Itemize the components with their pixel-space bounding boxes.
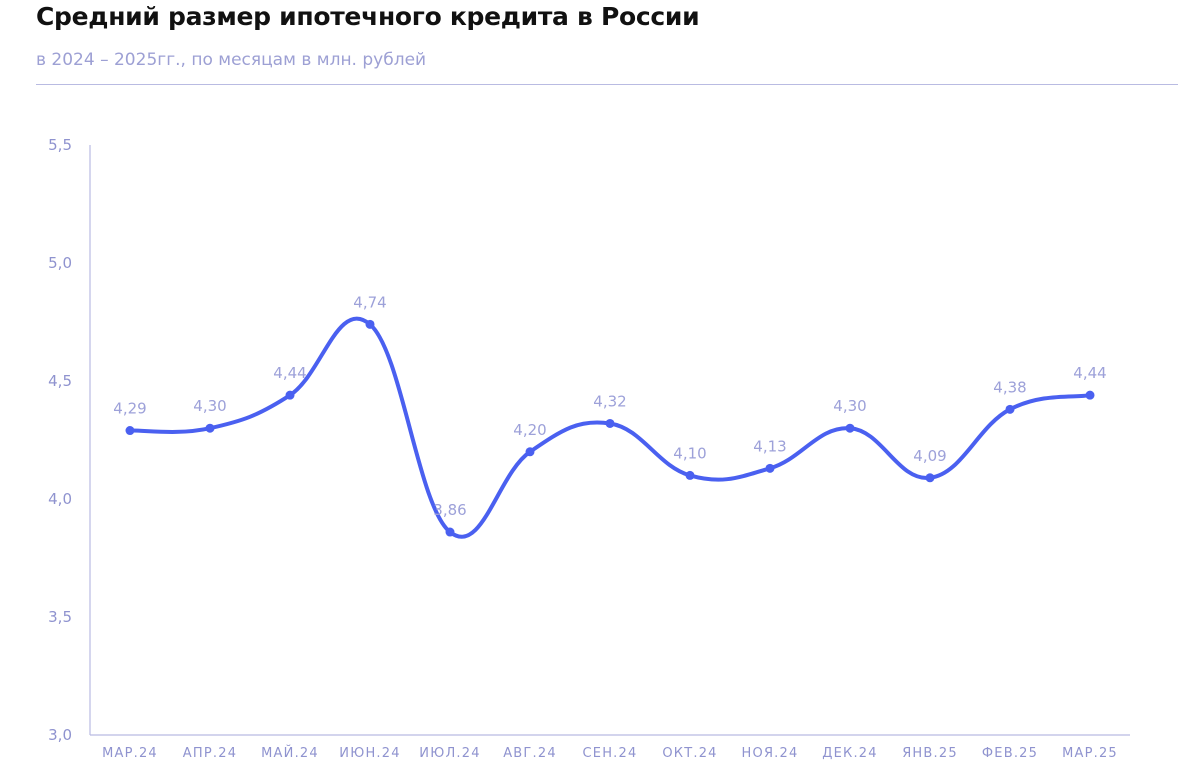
x-tick-label: ДЕК.24 bbox=[822, 746, 877, 761]
data-point bbox=[365, 319, 375, 329]
data-point bbox=[445, 527, 455, 537]
x-tick-label: ИЮЛ.24 bbox=[419, 746, 480, 761]
chart-series bbox=[125, 316, 1095, 539]
y-tick-label: 3,0 bbox=[48, 726, 72, 744]
data-point bbox=[525, 447, 535, 457]
x-tick-label: СЕН.24 bbox=[583, 746, 638, 761]
data-label: 4,30 bbox=[193, 397, 226, 415]
data-label: 4,30 bbox=[833, 397, 866, 415]
x-tick-label: ОКТ.24 bbox=[662, 746, 717, 761]
y-tick-label: 5,5 bbox=[48, 136, 72, 154]
data-label: 4,10 bbox=[673, 444, 706, 462]
data-label: 4,44 bbox=[1073, 364, 1106, 382]
data-point bbox=[845, 423, 855, 433]
data-label: 4,13 bbox=[753, 437, 786, 455]
data-point bbox=[285, 390, 295, 400]
x-tick-label: ФЕВ.25 bbox=[982, 746, 1038, 761]
y-tick-label: 4,0 bbox=[48, 490, 72, 508]
data-point bbox=[925, 473, 935, 483]
data-label: 4,09 bbox=[913, 447, 946, 465]
data-point bbox=[1005, 404, 1015, 414]
x-tick-label: АПР.24 bbox=[183, 746, 237, 761]
x-tick-label: ИЮН.24 bbox=[339, 746, 400, 761]
y-tick-label: 4,5 bbox=[48, 372, 72, 390]
data-point bbox=[125, 426, 135, 436]
data-label: 4,74 bbox=[353, 293, 386, 311]
data-label: 4,44 bbox=[273, 364, 306, 382]
chart-title: Средний размер ипотечного кредита в Росс… bbox=[36, 2, 700, 31]
series-line bbox=[128, 316, 1092, 539]
chart-data-labels: 4,29 4,30 4,44 4,74 3,86 4,20 4,32 4,10 4,13 4,30… bbox=[113, 293, 1106, 519]
data-label: 4,38 bbox=[993, 378, 1026, 396]
y-tick-label: 3,5 bbox=[48, 608, 72, 626]
x-tick-label: АВГ.24 bbox=[503, 746, 557, 761]
x-axis-ticks: МАР.24 АПР.24 МАЙ.24 ИЮН.24 ИЮЛ.24 АВГ.24 СЕН.… bbox=[102, 745, 1118, 761]
y-axis-ticks: 3,0 3,5 4,0 4,5 5,0 5,5 bbox=[48, 136, 72, 744]
x-tick-label: МАЙ.24 bbox=[261, 745, 319, 761]
data-point bbox=[205, 423, 215, 433]
data-label: 4,20 bbox=[513, 421, 546, 439]
header-divider bbox=[36, 84, 1178, 85]
data-point bbox=[1085, 390, 1095, 400]
data-point bbox=[765, 463, 775, 473]
y-tick-label: 5,0 bbox=[48, 254, 72, 272]
data-point bbox=[685, 470, 695, 480]
chart-subtitle: в 2024 – 2025гг., по месяцам в млн. рубл… bbox=[36, 50, 427, 70]
x-tick-label: МАР.24 bbox=[102, 746, 158, 761]
chart-axes bbox=[89, 145, 1130, 736]
x-tick-label: НОЯ.24 bbox=[742, 746, 799, 761]
data-label: 4,29 bbox=[113, 400, 146, 418]
x-tick-label: МАР.25 bbox=[1062, 746, 1118, 761]
x-tick-label: ЯНВ.25 bbox=[902, 746, 958, 761]
data-point bbox=[605, 418, 615, 428]
data-label: 4,32 bbox=[593, 392, 626, 410]
data-label: 3,86 bbox=[433, 501, 466, 519]
